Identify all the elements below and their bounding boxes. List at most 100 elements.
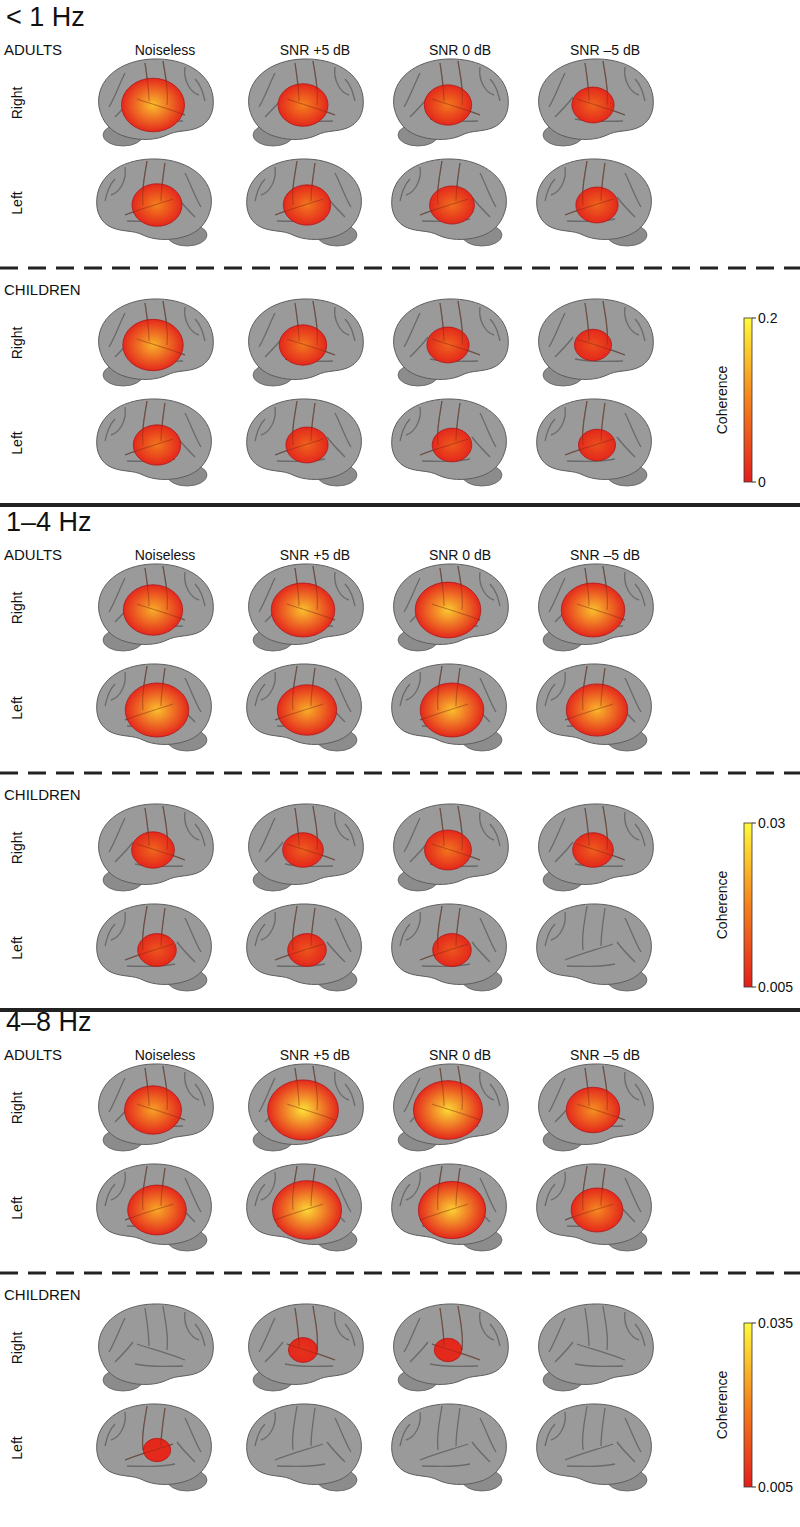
colorbar-tick	[752, 987, 756, 988]
hemisphere-label: Left	[9, 191, 25, 214]
cortex	[392, 1164, 507, 1245]
coherence-blob	[133, 425, 180, 465]
sulcus	[545, 1424, 555, 1446]
condition-label: SNR –5 dB	[570, 547, 640, 563]
sulcus	[400, 179, 410, 201]
colorbar-label: Coherence	[714, 1371, 730, 1440]
sulcus	[142, 1166, 147, 1210]
coherence-blob	[123, 319, 183, 370]
plot-clip	[275, 161, 331, 225]
sulcus	[255, 684, 265, 706]
sulcus	[292, 401, 297, 445]
sulcus	[472, 942, 490, 962]
sulcus	[555, 842, 573, 862]
sulcus	[105, 1184, 115, 1206]
sulcus	[400, 924, 410, 946]
coherence-blob	[434, 1338, 461, 1361]
sulcus	[275, 704, 323, 720]
brain	[97, 399, 212, 486]
sulcus	[437, 401, 442, 445]
brain	[539, 804, 654, 891]
sulcus	[432, 604, 480, 620]
hemisphere-label: Left	[9, 431, 25, 454]
hemisphere-label: Right	[9, 87, 25, 120]
colorbar-label: Coherence	[714, 366, 730, 435]
brain	[249, 1064, 364, 1151]
sulcus	[456, 668, 460, 706]
plot-clip	[125, 906, 176, 966]
condition-label: SNR 0 dB	[429, 42, 491, 58]
sulcus	[345, 319, 355, 341]
brain	[394, 564, 509, 651]
cortex	[97, 399, 212, 480]
hemisphere-label: Left	[9, 696, 25, 719]
sulcus	[109, 818, 125, 852]
sulcus	[137, 1344, 185, 1360]
brain	[537, 159, 652, 246]
plot-clip	[125, 666, 189, 737]
sulcus	[565, 944, 613, 960]
plot-clip	[420, 906, 471, 966]
brain	[394, 1304, 509, 1391]
sulcus	[313, 806, 318, 850]
sulcus	[195, 319, 205, 341]
sulcus	[458, 566, 463, 610]
plot-clip	[268, 1066, 339, 1140]
plot-clip	[283, 806, 335, 867]
sulcus	[400, 419, 410, 441]
sulcus	[437, 666, 442, 710]
sulcus	[400, 1184, 410, 1206]
brain	[394, 299, 509, 386]
brain	[249, 299, 364, 386]
cortex	[539, 59, 654, 140]
sulcus	[125, 1204, 173, 1220]
plot-clip	[413, 1066, 482, 1139]
band: 1–4 HzNoiselessSNR +5 dBSNR 0 dBSNR –5 d…	[0, 507, 800, 1012]
sulcus	[430, 1364, 478, 1367]
sulcus	[577, 844, 625, 860]
colorbar-tick	[752, 1323, 756, 1324]
sulcus	[601, 1408, 605, 1446]
coherence-blob	[288, 1338, 317, 1363]
sulcus	[145, 808, 149, 846]
brain	[537, 399, 652, 486]
condition-label: SNR +5 dB	[280, 1047, 350, 1063]
cortex	[249, 299, 364, 380]
sulcus	[432, 99, 480, 115]
sulcus	[420, 1204, 468, 1220]
sulcus	[292, 906, 297, 950]
sulcus	[327, 1442, 345, 1462]
brain	[392, 1164, 507, 1251]
cortex	[394, 59, 509, 140]
sulcus	[585, 63, 589, 101]
sulcus	[161, 668, 165, 706]
colorbar-tick	[752, 1487, 756, 1488]
sulcus	[440, 1308, 444, 1346]
plot-clip	[279, 301, 335, 365]
hemisphere-label: Left	[9, 936, 25, 959]
sulcus	[105, 179, 115, 201]
plot-clip	[575, 301, 626, 361]
cortex	[392, 664, 507, 745]
sulcus	[287, 339, 335, 355]
sulcus	[437, 906, 442, 950]
coherence-blob	[279, 325, 326, 365]
brain	[97, 904, 212, 991]
cortex	[249, 804, 364, 885]
sulcus	[545, 179, 555, 201]
sulcus	[295, 63, 299, 101]
sulcus	[142, 666, 147, 710]
sulcus	[142, 1406, 147, 1450]
plot-clip	[424, 61, 480, 125]
sulcus	[565, 1444, 613, 1460]
brain	[392, 159, 507, 246]
sulcus	[255, 179, 265, 201]
sulcus	[456, 908, 460, 946]
plot-clip	[425, 806, 480, 870]
sulcus	[635, 824, 645, 846]
sulcus	[601, 908, 605, 946]
cortex	[247, 904, 362, 985]
sulcus	[410, 337, 428, 357]
plot-clip	[275, 906, 326, 966]
group-label: CHILDREN	[4, 786, 81, 803]
